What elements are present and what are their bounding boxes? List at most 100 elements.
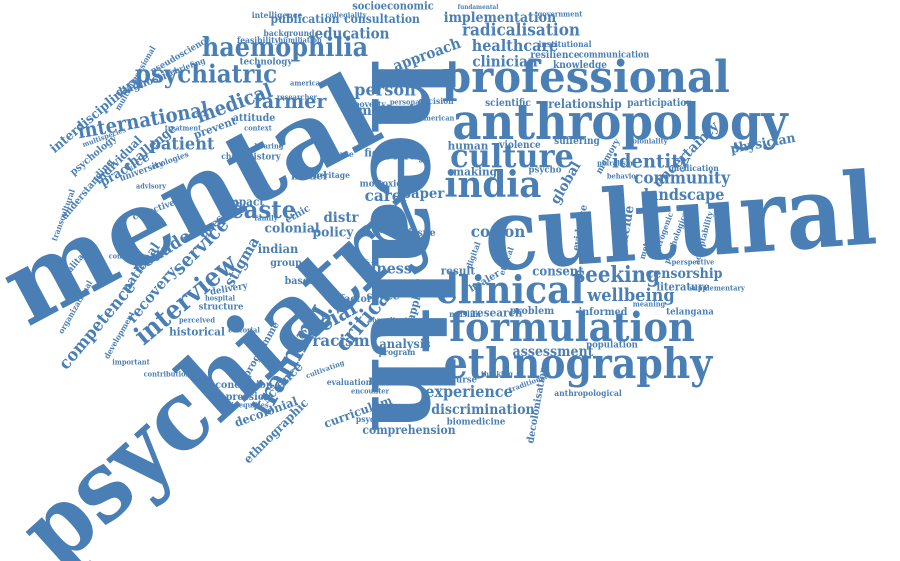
word-radicalisation: radicalisation (461, 20, 581, 41)
word-method: method (357, 103, 415, 119)
word-clinical: clinical (435, 267, 585, 312)
word-feasibility: feasibility (236, 35, 280, 45)
word-anthropological: anthropological (554, 388, 622, 398)
word-advisory: advisory (136, 181, 166, 191)
word-socioeconomic: socioeconomic (352, 0, 434, 13)
word-addr: addr (398, 116, 416, 126)
word-human: human (447, 139, 489, 153)
word-medicine: medicine (368, 373, 432, 389)
word-structure: structure (198, 302, 244, 313)
word-censorship: censorship (645, 266, 723, 282)
word-perspective: perspective (671, 257, 715, 267)
word-treatment: treatment (164, 123, 202, 133)
word-committee: committee (108, 251, 148, 261)
word-scientific: scientific (485, 98, 531, 109)
word-conclusion: conclusion (215, 380, 273, 391)
word-american: american (419, 113, 455, 123)
word-patient: patient (149, 134, 215, 155)
word-important: important (112, 357, 150, 367)
word-assessment: assessment (512, 344, 594, 360)
word-background: background (263, 28, 315, 38)
word-pluralism: pluralism (597, 158, 633, 168)
word-model: model (291, 169, 327, 183)
word-family: family (254, 213, 278, 223)
word-person: person (354, 80, 416, 101)
word-consultant: consultant (368, 315, 408, 325)
word-psychiatrist: psychiatrist (355, 414, 407, 424)
word-trust: trust (378, 225, 406, 236)
word-culture: culture (450, 137, 574, 175)
word-cotton: cotton (470, 222, 526, 241)
word-illness: illness (360, 259, 412, 278)
word-choice: choice (221, 151, 249, 161)
word-farmer: farmer (253, 89, 327, 113)
word-caste: caste (229, 195, 297, 224)
word-relationship: relationship (548, 97, 622, 111)
word-seeking: seeking (574, 262, 660, 288)
word-government: government (537, 9, 583, 19)
word-inequities: inequities (231, 400, 269, 410)
word-intelligence: intelligence (251, 10, 303, 20)
word-identity: identity (611, 150, 691, 173)
word-america: america (290, 78, 320, 88)
word-coloniality: coloniality (628, 136, 668, 146)
word-psycho: psycho (528, 165, 562, 176)
word-community: community (634, 168, 730, 189)
word-history: history (247, 152, 281, 163)
word-consultation: consultation (344, 12, 420, 26)
word-paper: paper (401, 186, 445, 202)
word-evaluation: evaluation (326, 377, 372, 387)
word-meaning: meaning (632, 299, 666, 309)
word-clinician: clinician (472, 52, 538, 71)
word-psychiatric: psychiatric (134, 59, 278, 89)
word-wellbeing: wellbeing (587, 285, 675, 306)
word-fundamental: fundamental (457, 4, 499, 11)
word-knowledge: knowledge (553, 60, 607, 71)
word-historical: historical (169, 325, 225, 339)
word-professional: professional (442, 52, 730, 103)
word-study: study (383, 145, 427, 164)
word-cross: cross (349, 256, 369, 266)
word-communication: communication (578, 50, 650, 61)
word-haemophilia: haemophilia (201, 33, 369, 63)
word-literature: literature (656, 280, 710, 294)
word-implementation: implementation (443, 10, 557, 26)
word-violence: violence (499, 140, 541, 151)
word-resilience: resilience (530, 50, 580, 61)
word-more: more (359, 179, 385, 190)
word-technology: technology (239, 57, 293, 68)
word-informed: informed (578, 307, 628, 318)
word-medication: medication (671, 163, 719, 173)
word-research: research (471, 306, 523, 320)
word-participation: participation (627, 98, 693, 109)
word-landscape: landscape (643, 185, 725, 204)
word-discourse: discourse (431, 375, 477, 386)
word-biomedicine: biomedicine (446, 417, 506, 428)
word-education: education (314, 24, 390, 43)
word-staff: staff (382, 239, 404, 250)
word-decision: decision (418, 96, 454, 106)
word-factor: factor (340, 294, 372, 305)
word-muslim: muslim (449, 309, 481, 319)
word-policy: policy (312, 225, 354, 241)
word-issue: issue (408, 228, 436, 239)
word-consent: consent (532, 264, 584, 280)
word-program: program (378, 347, 416, 357)
word-toxic: toxic (378, 179, 402, 190)
word-anthropology: anthropology (452, 92, 788, 151)
word-impact: impact (223, 195, 265, 209)
word-formulation: formulation (449, 304, 695, 351)
word-experience: experience (425, 382, 513, 401)
word-contribution: contribution (143, 369, 191, 379)
word-publication: publication (270, 12, 340, 26)
word-group: group (270, 258, 302, 269)
word-hearing: hearing (254, 141, 284, 151)
word-discrimination: discrimination (431, 402, 535, 418)
word-care: care (364, 186, 402, 205)
word-space: space (366, 289, 400, 303)
word-depression: depression (213, 392, 271, 403)
word-attitude: attitude (232, 113, 276, 124)
word-context: context (244, 123, 272, 133)
word-encounter: encounter (350, 386, 390, 396)
